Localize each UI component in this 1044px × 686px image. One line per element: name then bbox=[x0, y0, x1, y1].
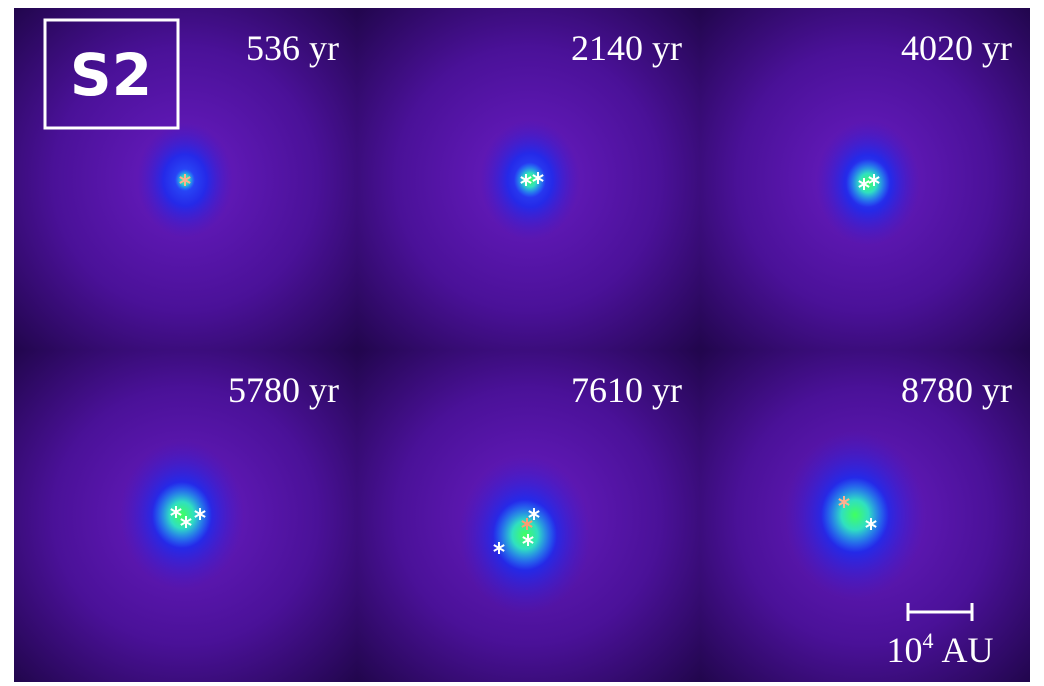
figure: 536 yr 2140 yr 4020 yr 5780 yr 7610 yr 8780 y… bbox=[0, 0, 1044, 686]
scale-unit: AU bbox=[942, 630, 994, 670]
core bbox=[493, 500, 557, 570]
panel: 536 yr bbox=[14, 8, 357, 350]
panel: 7610 yr bbox=[357, 350, 700, 682]
time-label: 2140 yr bbox=[571, 28, 682, 68]
core bbox=[821, 478, 889, 553]
tag-label: S2 bbox=[70, 41, 152, 109]
panel: 5780 yr bbox=[14, 350, 357, 682]
time-label: 8780 yr bbox=[901, 370, 1012, 410]
scale-base: 10 bbox=[887, 630, 923, 670]
time-label: 4020 yr bbox=[901, 28, 1012, 68]
panels: 536 yr 2140 yr 4020 yr 5780 yr 7610 yr 8780 y… bbox=[14, 8, 1030, 682]
time-label: 7610 yr bbox=[571, 370, 682, 410]
scale-exponent: 4 bbox=[923, 628, 934, 653]
time-label: 5780 yr bbox=[228, 370, 339, 410]
panel: 4020 yr bbox=[700, 8, 1030, 350]
core bbox=[846, 159, 890, 207]
panel: 2140 yr bbox=[357, 8, 700, 350]
time-label: 536 yr bbox=[246, 28, 339, 68]
